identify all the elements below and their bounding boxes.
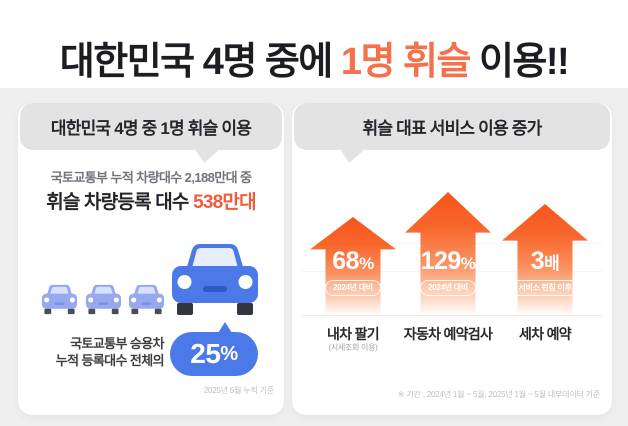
arrow-value: 68% — [298, 249, 408, 274]
small-car-icon — [128, 284, 165, 315]
stat-whistle-registered: 휘슬 차량등록 대수 538만대 — [18, 187, 284, 214]
percent-bubble-tail-icon — [218, 322, 232, 333]
card-service-growth: 휘슬 대표 서비스 이용 증가 68% 2024년 대비 129% 2024년 … — [292, 103, 612, 415]
right-card-header: 휘슬 대표 서비스 이용 증가 — [294, 103, 610, 150]
left-header-bubble-tail-icon — [195, 149, 220, 163]
arrow-badge: 2024년 대비 — [420, 280, 476, 296]
small-car-icon — [41, 284, 78, 315]
title-highlight: 1명 휘슬 — [340, 41, 472, 83]
percent-badge: 25% — [170, 332, 258, 376]
arrow-stat-1: 68% 2024년 대비 — [298, 249, 408, 296]
percent-value: 25 — [190, 338, 221, 369]
small-car-icon — [85, 284, 122, 315]
service-label-inspection: 자동차 예약검사 — [403, 326, 493, 342]
arrow-stat-2: 129% 2024년 대비 — [393, 249, 503, 296]
left-caption: 국토교통부 승용차 누적 등록대수 전체의 — [34, 336, 165, 370]
percent-unit: % — [220, 342, 238, 365]
value-number: 129 — [420, 247, 462, 275]
right-footnote: ※ 기간 : 2024년 1월 ~ 5월, 2025년 1월 ~ 5월 내부데이… — [397, 390, 600, 399]
value-unit: % — [359, 254, 374, 273]
arrow-value: 129% — [393, 249, 503, 274]
value-unit: 배 — [544, 254, 560, 273]
stat-total-vehicles: 국토교통부 누적 차량대수 2,188만대 중 — [50, 170, 252, 185]
service-label-car-wash: 세차 예약 — [519, 326, 572, 342]
title-prefix: 대한민국 4명 중에 — [59, 41, 341, 83]
axis-baseline — [302, 315, 602, 316]
stat-value: 538만대 — [193, 192, 256, 213]
page-title: 대한민국 4명 중에 1명 휘슬 이용!! — [0, 30, 628, 85]
value-number: 3 — [530, 247, 545, 275]
right-header-bubble-tail-icon — [340, 149, 365, 163]
arrow-badge: 2024년 대비 — [325, 280, 381, 296]
left-footnote: 2025년 5월 누적 기준 — [203, 386, 274, 395]
arrow-value: 3배 — [490, 249, 600, 274]
arrow-stat-3: 3배 서비스 런칭 이후 — [490, 249, 600, 296]
arrow-badge: 서비스 런칭 이후 — [510, 280, 580, 296]
left-card-header: 대한민국 4명 중 1명 휘슬 이용 — [20, 103, 282, 150]
stat-label: 휘슬 차량등록 대수 — [46, 192, 194, 213]
caption-line2: 누적 등록대수 전체의 — [55, 352, 165, 368]
service-label-sell-car: 내차 팔기 — [327, 326, 380, 342]
value-unit: % — [460, 254, 476, 273]
card-whistle-share: 대한민국 4명 중 1명 휘슬 이용 국토교통부 누적 차량대수 2,188만대… — [18, 103, 284, 415]
big-car-icon — [172, 244, 258, 315]
caption-line1: 국토교통부 승용차 — [70, 336, 165, 351]
title-suffix: 이용!! — [469, 41, 570, 83]
value-number: 68 — [332, 247, 360, 275]
service-sublabel: (시세조회 이용) — [328, 343, 378, 352]
